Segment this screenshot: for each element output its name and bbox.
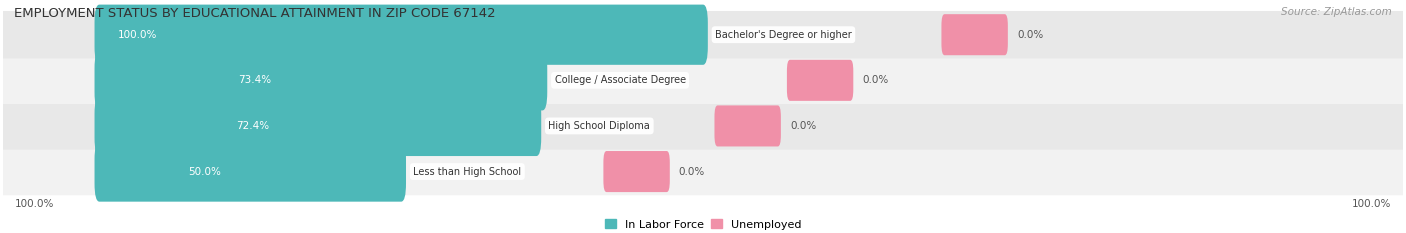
Text: Bachelor's Degree or higher: Bachelor's Degree or higher <box>716 30 852 40</box>
FancyBboxPatch shape <box>714 105 780 147</box>
Text: 100.0%: 100.0% <box>1351 199 1391 209</box>
FancyBboxPatch shape <box>3 102 1403 150</box>
Text: Source: ZipAtlas.com: Source: ZipAtlas.com <box>1281 7 1392 17</box>
FancyBboxPatch shape <box>94 96 541 156</box>
FancyBboxPatch shape <box>94 50 547 110</box>
Text: 0.0%: 0.0% <box>862 75 889 85</box>
Text: 0.0%: 0.0% <box>790 121 815 131</box>
Text: EMPLOYMENT STATUS BY EDUCATIONAL ATTAINMENT IN ZIP CODE 67142: EMPLOYMENT STATUS BY EDUCATIONAL ATTAINM… <box>14 7 496 20</box>
Text: 0.0%: 0.0% <box>679 167 704 177</box>
Text: Less than High School: Less than High School <box>413 167 522 177</box>
Text: 100.0%: 100.0% <box>15 199 55 209</box>
Text: 0.0%: 0.0% <box>1017 30 1043 40</box>
FancyBboxPatch shape <box>787 60 853 101</box>
FancyBboxPatch shape <box>3 57 1403 104</box>
FancyBboxPatch shape <box>603 151 669 192</box>
FancyBboxPatch shape <box>94 141 406 202</box>
Text: College / Associate Degree: College / Associate Degree <box>554 75 686 85</box>
FancyBboxPatch shape <box>3 148 1403 195</box>
Text: 72.4%: 72.4% <box>236 121 269 131</box>
Text: 100.0%: 100.0% <box>118 30 157 40</box>
Text: 73.4%: 73.4% <box>238 75 271 85</box>
Text: 50.0%: 50.0% <box>188 167 221 177</box>
FancyBboxPatch shape <box>94 5 707 65</box>
Text: High School Diploma: High School Diploma <box>548 121 650 131</box>
FancyBboxPatch shape <box>942 14 1008 55</box>
Legend: In Labor Force, Unemployed: In Labor Force, Unemployed <box>600 215 806 233</box>
FancyBboxPatch shape <box>3 11 1403 58</box>
